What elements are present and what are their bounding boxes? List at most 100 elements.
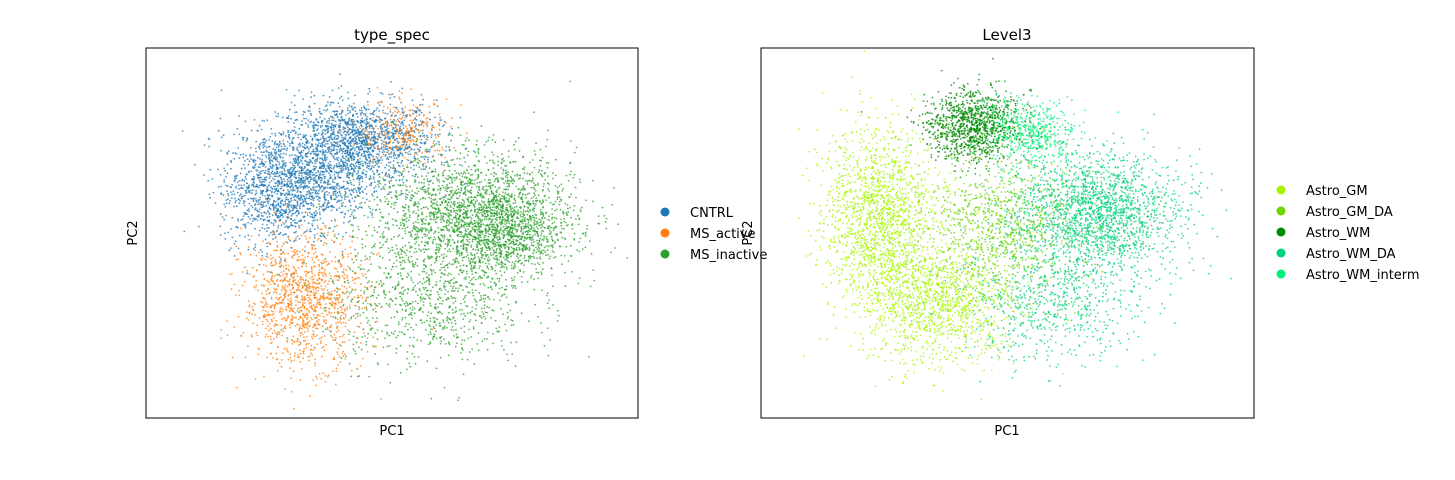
- scatter-point: [402, 293, 405, 296]
- scatter-point: [307, 126, 310, 128]
- scatter-point: [578, 250, 581, 253]
- scatter-point: [272, 238, 274, 241]
- scatter-point: [334, 193, 337, 195]
- scatter-point: [334, 194, 337, 197]
- scatter-point: [565, 221, 567, 224]
- scatter-point: [303, 215, 306, 218]
- scatter-point: [291, 283, 294, 286]
- scatter-point: [233, 157, 236, 160]
- scatter-point: [312, 349, 315, 351]
- scatter-point: [508, 198, 511, 200]
- scatter-point: [366, 321, 369, 324]
- scatter-point: [244, 175, 247, 178]
- scatter-point: [486, 254, 489, 256]
- scatter-point: [241, 218, 244, 221]
- scatter-point: [409, 162, 412, 164]
- scatter-point: [477, 277, 480, 280]
- scatter-point: [365, 340, 368, 343]
- scatter-point: [418, 131, 420, 134]
- scatter-point: [296, 294, 299, 297]
- scatter-point: [439, 119, 442, 122]
- scatter-point: [302, 352, 305, 355]
- scatter-point: [321, 312, 324, 315]
- scatter-point: [478, 203, 480, 206]
- scatter-point: [466, 207, 468, 209]
- scatter-point: [420, 241, 423, 243]
- scatter-point: [367, 167, 370, 170]
- scatter-point: [485, 262, 487, 265]
- scatter-point: [217, 186, 220, 188]
- scatter-point: [272, 256, 274, 259]
- scatter-point: [376, 157, 379, 160]
- scatter-point: [277, 214, 280, 217]
- scatter-point: [560, 218, 562, 221]
- scatter-point: [294, 252, 297, 255]
- scatter-point: [330, 324, 332, 327]
- scatter-point: [530, 256, 533, 258]
- scatter-point: [400, 131, 403, 134]
- scatter-point: [411, 122, 414, 125]
- scatter-point: [558, 196, 561, 199]
- scatter-point: [438, 149, 441, 152]
- scatter-point: [547, 188, 550, 190]
- scatter-point: [244, 223, 247, 226]
- scatter-point: [264, 310, 267, 312]
- scatter-point: [474, 179, 476, 182]
- scatter-point: [430, 197, 433, 200]
- scatter-point: [288, 280, 291, 283]
- scatter-point: [342, 221, 345, 224]
- scatter-point: [565, 174, 568, 177]
- scatter-point: [492, 153, 495, 156]
- scatter-point: [342, 255, 345, 258]
- scatter-point: [275, 358, 278, 361]
- scatter-point: [248, 189, 250, 192]
- scatter-point: [522, 231, 525, 234]
- scatter-point: [355, 138, 358, 141]
- scatter-point: [344, 325, 347, 328]
- scatter-point: [324, 285, 327, 288]
- scatter-point: [358, 165, 361, 168]
- scatter-point: [435, 99, 438, 102]
- scatter-point: [437, 135, 440, 138]
- scatter-point: [340, 95, 343, 98]
- scatter-point: [531, 262, 533, 265]
- scatter-point: [360, 268, 363, 270]
- scatter-point: [479, 265, 481, 267]
- scatter-point: [274, 290, 277, 293]
- scatter-point: [534, 153, 537, 156]
- scatter-point: [321, 145, 324, 148]
- scatter-point: [300, 175, 303, 177]
- scatter-point: [461, 308, 464, 311]
- scatter-point: [393, 157, 396, 160]
- scatter-point: [469, 210, 472, 213]
- scatter-point: [273, 325, 276, 327]
- scatter-point: [271, 274, 274, 277]
- scatter-point: [304, 339, 307, 342]
- scatter-point: [361, 177, 364, 180]
- scatter-point: [207, 137, 210, 140]
- scatter-point: [438, 181, 441, 183]
- scatter-point: [433, 99, 436, 102]
- scatter-point: [346, 306, 348, 309]
- scatter-point: [510, 341, 512, 344]
- scatter-point: [563, 227, 565, 230]
- scatter-point: [273, 317, 276, 319]
- scatter-point: [369, 160, 372, 163]
- scatter-point: [262, 141, 265, 144]
- scatter-point: [335, 268, 338, 270]
- scatter-point: [301, 199, 304, 201]
- scatter-point: [249, 253, 252, 256]
- scatter-point: [524, 188, 526, 191]
- scatter-point: [223, 232, 226, 235]
- scatter-point: [298, 311, 300, 314]
- scatter-point: [305, 169, 308, 172]
- scatter-point: [295, 181, 298, 184]
- scatter-point: [417, 150, 420, 153]
- scatter-point: [550, 235, 553, 238]
- scatter-point: [340, 357, 343, 359]
- scatter-point: [338, 105, 341, 108]
- scatter-point: [351, 298, 354, 300]
- scatter-point: [322, 315, 325, 318]
- scatter-point: [523, 166, 526, 169]
